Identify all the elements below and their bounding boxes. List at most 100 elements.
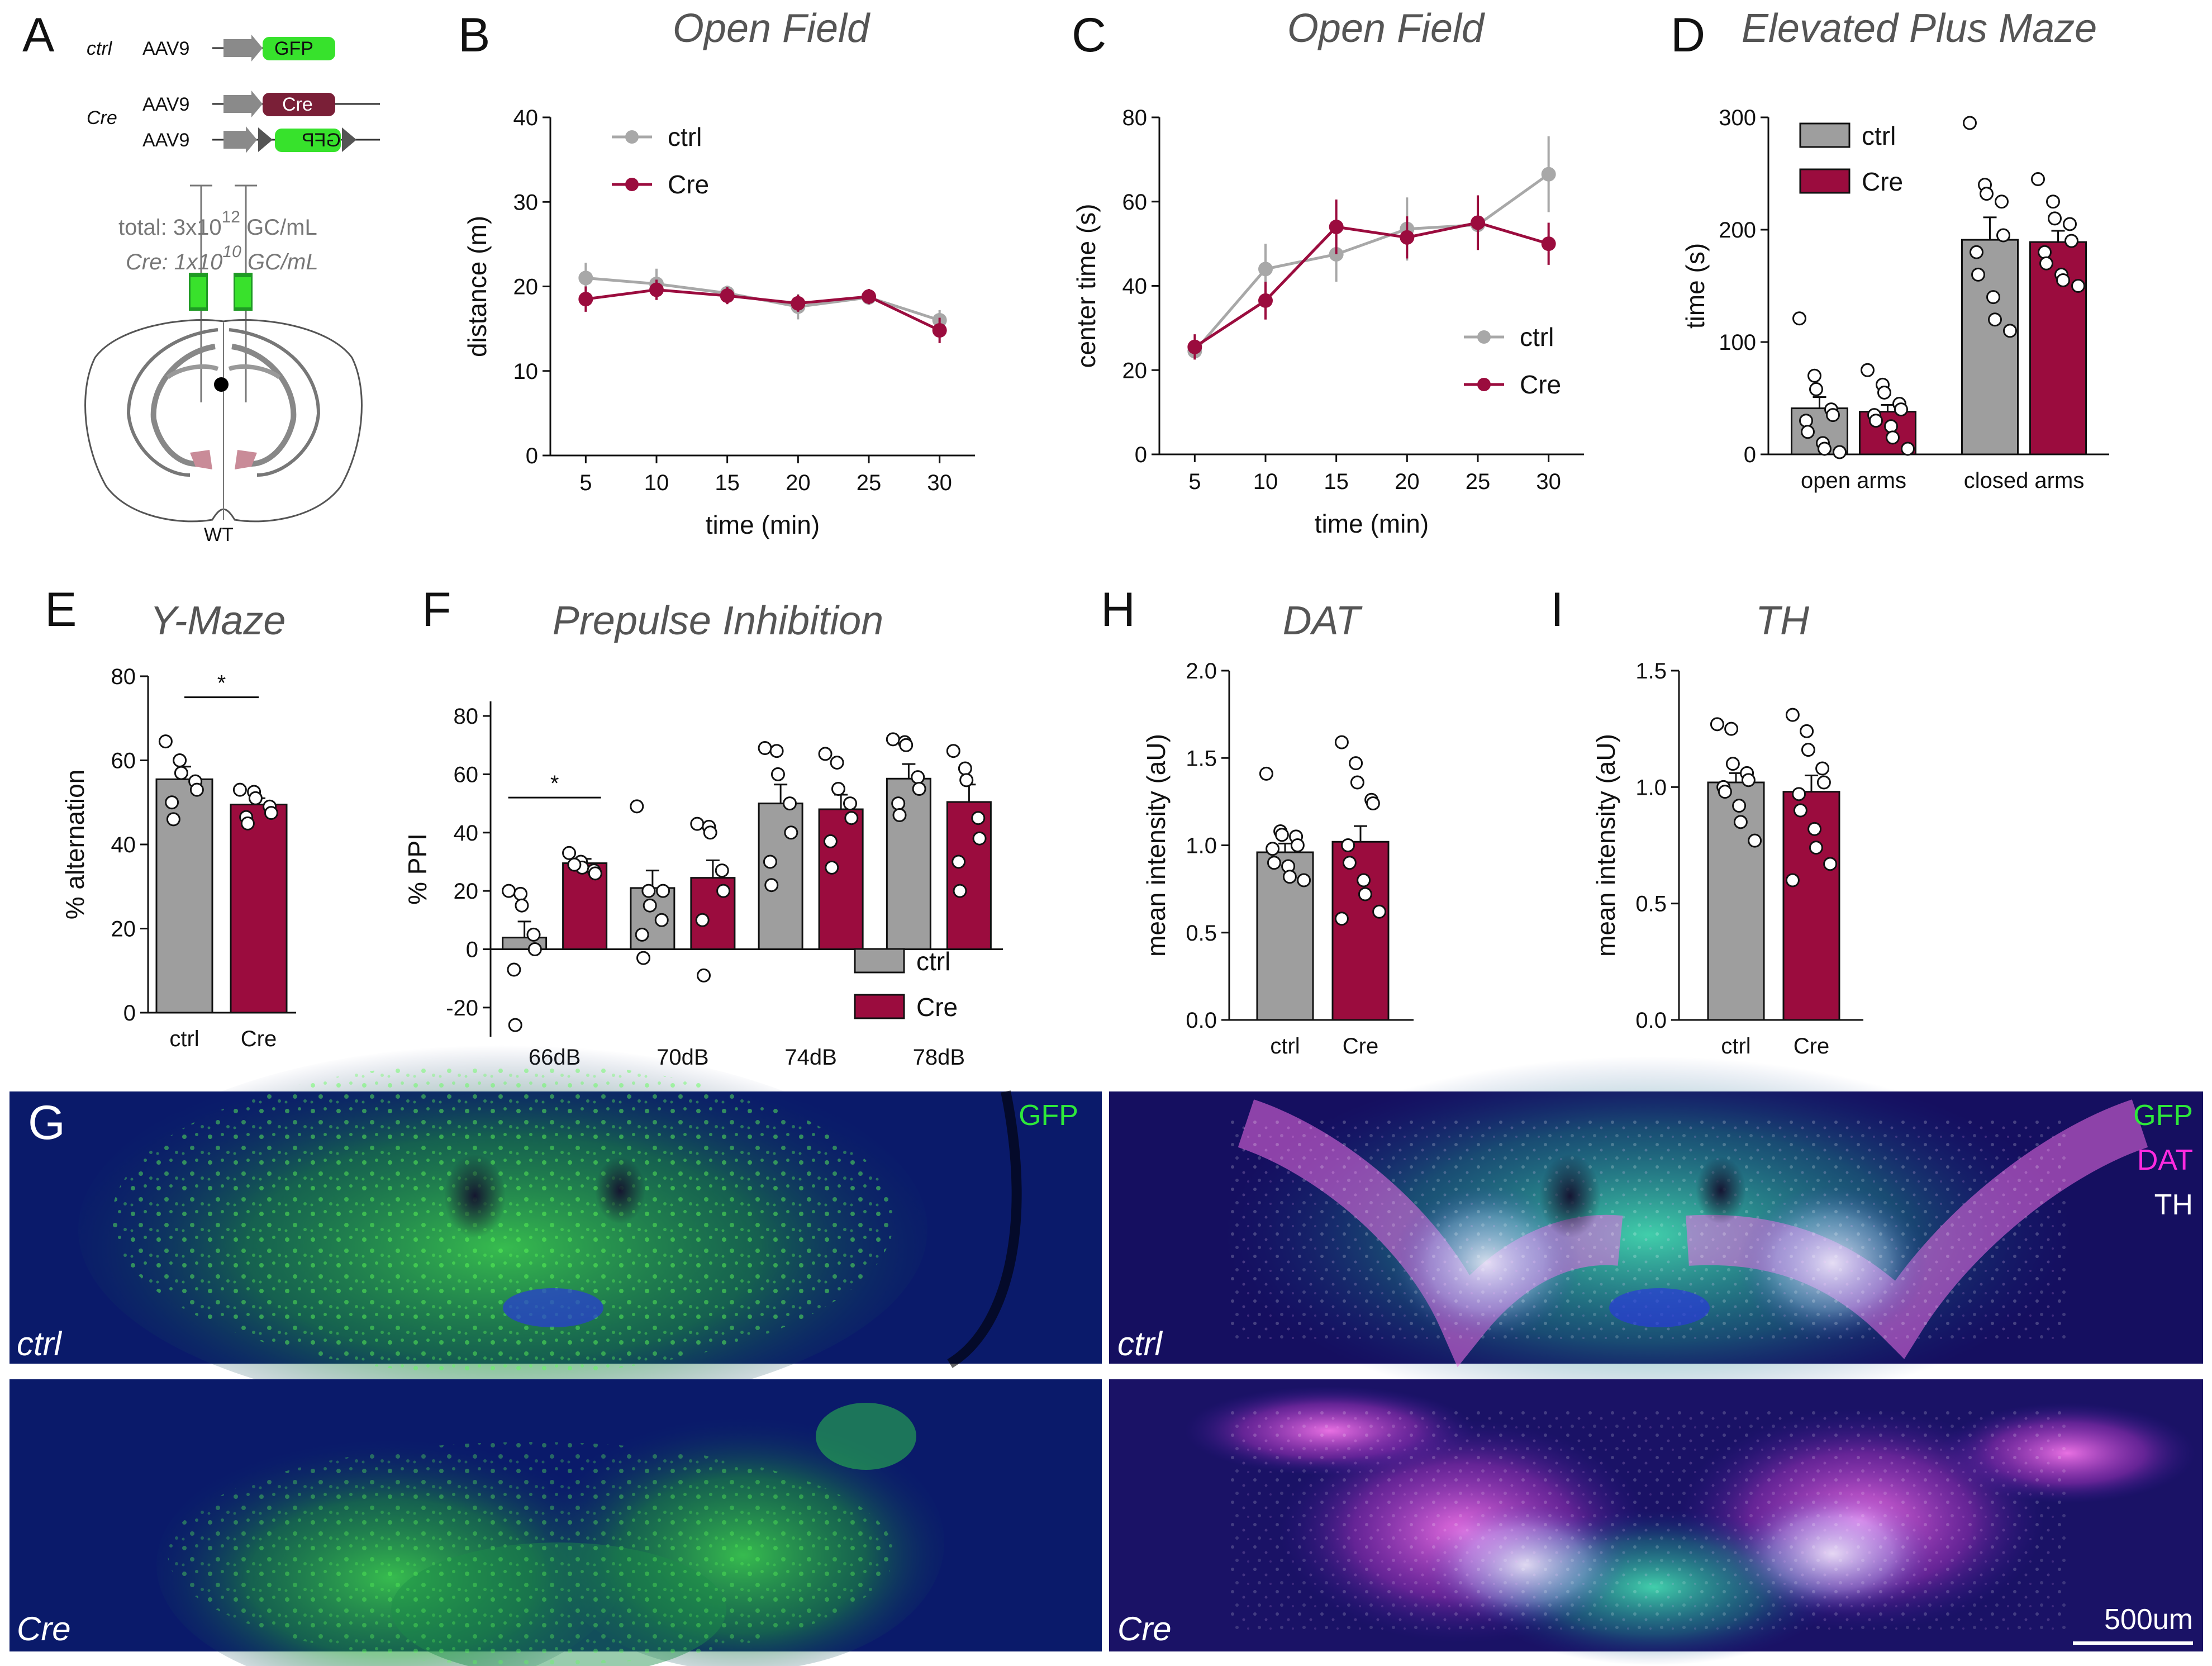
data-point — [166, 812, 180, 827]
data-point — [630, 799, 644, 814]
data-point — [1815, 761, 1830, 776]
construct-cre-vector: AAV9 — [142, 94, 189, 115]
data-point — [567, 857, 582, 872]
data-point — [2056, 273, 2070, 287]
data-point — [502, 884, 516, 898]
data-point — [952, 855, 966, 869]
y-tick-label: 300 — [1719, 106, 1756, 130]
data-point — [1869, 414, 1883, 428]
data-point — [526, 927, 541, 942]
data-point — [641, 884, 656, 898]
construct-ctrl-vector: AAV9 — [142, 38, 189, 59]
y-tick-label: 60 — [1122, 190, 1148, 215]
chart-title-b: Open Field — [673, 6, 870, 51]
data-point — [843, 796, 858, 811]
y-tick-label: 20 — [513, 275, 539, 300]
y-tick-label: 0.5 — [1635, 892, 1667, 917]
data-point — [1884, 419, 1898, 434]
y-axis-label-h: mean intensity (aU) — [1141, 734, 1171, 957]
x-tick-label: Cre — [241, 1027, 277, 1051]
data-point — [1996, 228, 2010, 243]
panel-label-c: C — [1072, 8, 1106, 62]
y-tick-label: 1.0 — [1186, 834, 1217, 858]
panel-h-dat: H DAT 0.0 0.5 1.0 1.5 2.0 mean intensity (aU) c… — [1101, 583, 1414, 1059]
panel-label-h: H — [1101, 583, 1135, 637]
data-point — [1785, 708, 1800, 722]
data-point — [1826, 408, 1840, 423]
legend-label-cre: Cre — [916, 993, 958, 1022]
data-point — [1349, 756, 1363, 771]
y-tick-label: 1.5 — [1186, 746, 1217, 771]
injection-cre-titer: Cre: 1x1010 GC/mL — [126, 243, 318, 274]
x-tick-label: 10 — [644, 471, 669, 495]
panel-a-schematic: A ctrl AAV9 GFP Cre AAV9 Cre AAV9 GFP — [22, 8, 380, 545]
y-axis-label-c: center time (s) — [1072, 204, 1101, 368]
x-tick-label: 5 — [579, 471, 592, 495]
legend-label-ctrl: ctrl — [1862, 121, 1896, 150]
data-point — [1986, 290, 2000, 305]
x-tick-label: 20 — [1395, 469, 1420, 494]
y-tick-label: 40 — [1122, 274, 1148, 299]
data-point — [173, 753, 187, 767]
data-point — [515, 898, 529, 913]
panel-d-elevated-plus-maze: D Elevated Plus Maze 0 100 200 300 time (s) op… — [1671, 6, 2109, 493]
panel-g-microscopy: G ctrl ctrl Cre Cre GFP GFP DAT TH 500um — [9, 1045, 2203, 1666]
data-point — [1980, 187, 1994, 201]
y-tick-label: 40 — [513, 106, 539, 130]
data-point — [696, 968, 711, 982]
data-point — [1710, 717, 1724, 732]
data-point — [1793, 803, 1807, 818]
y-tick-label: 200 — [1719, 218, 1756, 243]
y-tick-label: 0.0 — [1186, 1008, 1217, 1033]
bar-cre — [946, 801, 992, 950]
data-point — [1733, 815, 1748, 829]
channel-dat: DAT — [2137, 1144, 2193, 1176]
x-tick-label: 10 — [1253, 469, 1278, 494]
data-point-cre — [1329, 219, 1344, 234]
data-point — [507, 962, 521, 977]
panel-label-d: D — [1671, 8, 1705, 62]
data-point — [174, 766, 188, 780]
x-tick-label: Cre — [1794, 1034, 1829, 1059]
injection-needles — [189, 184, 257, 402]
data-point — [1963, 116, 1977, 130]
data-point — [654, 913, 669, 927]
data-point-cre — [1187, 339, 1202, 354]
significance-marker: * — [550, 771, 559, 796]
x-tick-label: 74dB — [784, 1045, 836, 1070]
data-point — [1971, 267, 1985, 282]
y-tick-label: 60 — [454, 762, 479, 787]
data-point — [2003, 324, 2017, 338]
micrograph-ctrl-label-right: ctrl — [1117, 1325, 1163, 1363]
data-point-cre — [578, 292, 593, 307]
x-axis-label-c: time (min) — [1315, 509, 1429, 538]
y-tick-label: 60 — [111, 749, 136, 773]
data-point — [1334, 735, 1349, 749]
data-point — [1807, 368, 1821, 383]
data-point — [508, 1018, 522, 1032]
data-point — [764, 878, 779, 893]
construct-flex-gfp: GFP — [212, 126, 380, 153]
y-tick-label: 80 — [1122, 106, 1148, 130]
y-tick-label: 1.0 — [1635, 775, 1667, 800]
target-region-left — [190, 450, 212, 469]
x-axis-label-b: time (min) — [706, 510, 820, 539]
data-point — [953, 884, 967, 898]
y-tick-label: 80 — [454, 704, 479, 729]
panel-label-f: F — [422, 583, 451, 637]
data-point — [643, 898, 657, 913]
legend-label-cre: Cre — [1862, 167, 1903, 196]
y-axis-label-e: % alternation — [60, 770, 89, 920]
data-point — [1259, 766, 1273, 781]
x-tick-label: 78dB — [913, 1045, 965, 1070]
data-point — [513, 886, 528, 901]
bar-cre — [818, 808, 864, 950]
x-tick-label: ctrl — [1721, 1034, 1750, 1059]
bar-ctrl — [758, 803, 803, 950]
y-tick-label: -20 — [446, 996, 478, 1021]
data-point-cre — [932, 323, 947, 338]
legend-label-cre: Cre — [668, 170, 709, 199]
data-point — [264, 806, 278, 820]
micrograph-cre-label-left: Cre — [17, 1610, 71, 1648]
